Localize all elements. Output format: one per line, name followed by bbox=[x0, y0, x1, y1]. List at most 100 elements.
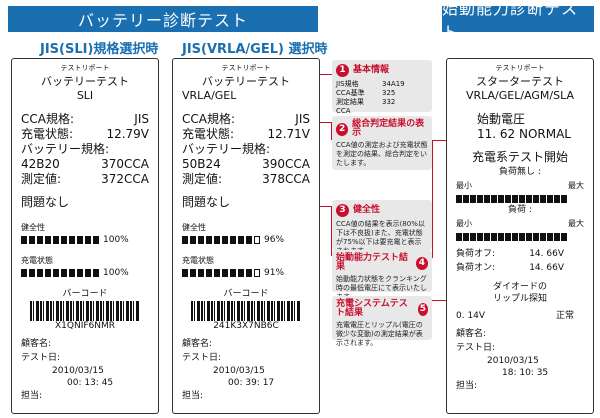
bar-segment bbox=[206, 236, 212, 244]
bar-segment bbox=[526, 233, 532, 241]
charge-test-label: 充電系テスト開始 bbox=[471, 150, 568, 164]
bar-segment bbox=[456, 233, 462, 241]
bar-segment bbox=[29, 236, 35, 244]
health-label: 健全性 bbox=[182, 223, 206, 232]
bar-segment bbox=[519, 195, 525, 203]
bar-segment bbox=[505, 195, 511, 203]
barcode-image bbox=[30, 301, 140, 321]
bar-segment bbox=[77, 236, 83, 244]
bar-segment bbox=[463, 233, 469, 241]
charge-label: 充電状態 bbox=[21, 256, 53, 265]
battery-spec-row: 50B24 390CCA bbox=[182, 157, 310, 171]
test-date-value: 2010/03/15 bbox=[487, 356, 539, 366]
test-date-label: テスト日: bbox=[182, 353, 222, 363]
jis-sli-subtitle: JIS(SLI)規格選択時 bbox=[40, 42, 159, 57]
bar-segment bbox=[246, 236, 252, 244]
charge-bar: 100% bbox=[12, 268, 158, 278]
load-label: 負荷 : bbox=[508, 205, 532, 215]
report-label: テストリポート bbox=[495, 64, 545, 72]
diode-label-1: ダイオードの bbox=[492, 282, 547, 292]
report-title: スターターテスト bbox=[476, 75, 564, 88]
bar-segment bbox=[21, 236, 27, 244]
customer-label: 顧客名: bbox=[456, 329, 487, 339]
bar-segment bbox=[470, 195, 476, 203]
test-date-value: 2010/03/15 bbox=[52, 366, 104, 376]
charge-bar: 91% bbox=[173, 268, 319, 278]
bar-segment bbox=[484, 233, 490, 241]
bar-segment bbox=[69, 269, 75, 277]
bar-segment bbox=[254, 236, 260, 244]
bar-segment bbox=[554, 195, 560, 203]
bar-segment bbox=[190, 236, 196, 244]
report-title: バッテリーテスト bbox=[202, 75, 290, 88]
health-bar: 100% bbox=[12, 235, 158, 245]
bar-segment bbox=[182, 236, 188, 244]
measured-row: 測定値: 372CCA bbox=[21, 172, 149, 186]
crank-voltage-value: 11. 62 NORMAL bbox=[477, 127, 571, 141]
bar-segment bbox=[533, 195, 539, 203]
load-scale: 最小 最大 bbox=[456, 219, 584, 228]
connector-3 bbox=[320, 206, 332, 256]
jis-vrla-subtitle: JIS(VRLA/GEL) 選択時 bbox=[182, 42, 328, 57]
ripple-row: 0. 14V 正常 bbox=[456, 311, 574, 321]
bar-segment bbox=[21, 269, 27, 277]
measured-row: 測定値: 378CCA bbox=[182, 172, 310, 186]
staff-label: 担当: bbox=[456, 381, 478, 391]
test-time-value: 00: 39: 17 bbox=[228, 378, 275, 388]
bar-segment bbox=[69, 236, 75, 244]
test-date-value: 2010/03/15 bbox=[213, 366, 265, 376]
bar-segment bbox=[198, 236, 204, 244]
no-load-bar bbox=[447, 195, 593, 203]
sli-receipt: テストリポート バッテリーテスト SLI CCA規格: JIS 充電状態: 12.7… bbox=[11, 58, 159, 414]
bar-segment bbox=[85, 269, 91, 277]
bar-segment bbox=[477, 233, 483, 241]
bar-segment bbox=[491, 195, 497, 203]
load-bar bbox=[447, 233, 593, 241]
starter-test-banner: 始動能力診断テスト bbox=[442, 0, 594, 42]
diode-label-2: リップル探知 bbox=[492, 294, 547, 304]
bar-segment bbox=[470, 233, 476, 241]
battery-test-banner: バッテリー診断テスト bbox=[8, 6, 318, 32]
bar-segment bbox=[206, 269, 212, 277]
bar-segment bbox=[254, 269, 260, 277]
result-text: 問題なし bbox=[182, 195, 231, 209]
barcode-label: バーコード bbox=[223, 289, 269, 299]
bar-segment bbox=[498, 233, 504, 241]
bar-segment bbox=[554, 233, 560, 241]
report-type: SLI bbox=[76, 89, 94, 102]
bar-segment bbox=[85, 236, 91, 244]
callout-basic-info: 1 基本情報 JIS規格 34A19 CCA基準 325 測定結果 332 CCA bbox=[332, 60, 432, 115]
bar-segment bbox=[230, 269, 236, 277]
bar-segment bbox=[519, 233, 525, 241]
staff-label: 担当: bbox=[21, 391, 43, 401]
bar-segment bbox=[61, 269, 67, 277]
bar-segment bbox=[53, 269, 59, 277]
bar-segment bbox=[505, 233, 511, 241]
bar-segment bbox=[77, 269, 83, 277]
bar-segment bbox=[61, 236, 67, 244]
test-date-label: テスト日: bbox=[21, 353, 61, 363]
customer-label: 顧客名: bbox=[182, 339, 213, 349]
bar-segment bbox=[238, 236, 244, 244]
report-label: テストリポート bbox=[221, 64, 271, 72]
report-type: VRLA/GEL/AGM/SLA bbox=[465, 89, 575, 102]
bar-segment bbox=[547, 195, 553, 203]
bar-segment bbox=[93, 236, 99, 244]
bar-segment bbox=[238, 269, 244, 277]
bar-segment bbox=[512, 233, 518, 241]
bar-segment bbox=[45, 236, 51, 244]
connector-2 bbox=[320, 122, 332, 140]
barcode-image bbox=[191, 301, 301, 321]
bar-segment bbox=[53, 236, 59, 244]
barcode-value: 241K3X7NB6C bbox=[213, 321, 279, 331]
charge-voltage-row: 充電状態: 12.71V bbox=[182, 127, 310, 141]
bar-segment bbox=[37, 236, 43, 244]
cca-rating-row: CCA規格: JIS bbox=[21, 112, 149, 126]
battery-spec-label: バッテリー規格: bbox=[21, 142, 110, 156]
bar-segment bbox=[37, 269, 43, 277]
load-on-row: 負荷オン: 14. 66V bbox=[456, 263, 564, 273]
bar-segment bbox=[456, 195, 462, 203]
test-time-value: 18: 10: 35 bbox=[502, 368, 549, 378]
no-load-label: 負荷無し : bbox=[499, 167, 541, 177]
vrla-receipt: テストリポート バッテリーテスト VRLA/GEL CCA規格: JIS 充電状態… bbox=[172, 58, 320, 414]
